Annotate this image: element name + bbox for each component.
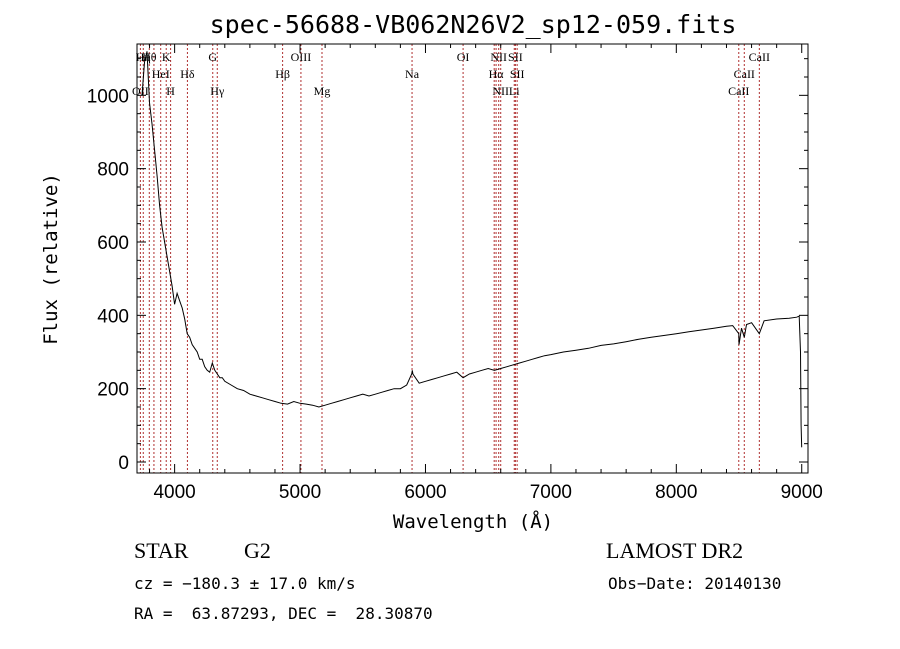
y-tick-label: 200 bbox=[97, 380, 129, 401]
observation-date: Obs−Date: 20140130 bbox=[608, 574, 782, 593]
x-axis-ticks: 4000 5000 6000 7000 8000 9000 bbox=[149, 44, 823, 503]
x-tick-label: 9000 bbox=[781, 482, 823, 503]
coordinates-readout: RA = 63.87293, DEC = 28.30870 bbox=[134, 604, 433, 623]
spectral-line-label: SII bbox=[510, 67, 525, 81]
spectral-line-label: Hδ bbox=[180, 67, 195, 81]
x-tick-label: 4000 bbox=[153, 482, 195, 503]
y-tick-label: 600 bbox=[97, 233, 129, 254]
spectral-line-label: Hα bbox=[489, 67, 505, 81]
object-class: STAR bbox=[134, 538, 189, 563]
survey-name: LAMOST DR2 bbox=[606, 538, 744, 563]
spectral-line-label: HeI bbox=[152, 67, 170, 81]
spectral-line-label: CaII bbox=[728, 84, 749, 98]
spectral-line-label: G bbox=[208, 50, 217, 64]
x-tick-label: 5000 bbox=[279, 482, 321, 503]
spectral-line-label: K bbox=[162, 50, 171, 64]
spectral-line-label: OII bbox=[132, 84, 149, 98]
y-tick-label: 800 bbox=[97, 160, 129, 181]
spectral-line-label: Mg bbox=[314, 84, 331, 98]
spectral-line-label: OIII bbox=[291, 50, 312, 64]
y-tick-label: 1000 bbox=[87, 86, 129, 107]
spectral-line-label: NII bbox=[490, 50, 507, 64]
y-tick-label: 0 bbox=[118, 453, 129, 474]
y-axis-label: Flux (relative) bbox=[40, 173, 62, 345]
redshift-readout: cz = −180.3 ± 17.0 km/s bbox=[134, 574, 356, 593]
y-tick-label: 400 bbox=[97, 306, 129, 327]
y-axis-ticks: 0 200 400 600 800 1000 bbox=[87, 58, 808, 474]
spectral-line-label: Hγ bbox=[210, 84, 225, 98]
x-tick-label: 6000 bbox=[404, 482, 446, 503]
spectrum-series-line bbox=[141, 51, 803, 448]
spectral-line-markers bbox=[139, 44, 760, 473]
spectral-line-label: SII bbox=[508, 50, 523, 64]
chart-title: spec-56688-VB062N26V2_sp12-059.fits bbox=[210, 10, 737, 39]
spectral-line-label: CaII bbox=[749, 50, 770, 64]
x-tick-label: 7000 bbox=[530, 482, 572, 503]
spectral-line-label: CaII bbox=[734, 67, 755, 81]
spectral-line-label: OI bbox=[457, 50, 470, 64]
x-axis-label: Wavelength (Å) bbox=[393, 510, 553, 533]
x-tick-label: 8000 bbox=[655, 482, 697, 503]
spectral-line-label: Hβ bbox=[275, 67, 290, 81]
spectral-line-label: Li bbox=[509, 84, 520, 98]
plot-frame bbox=[136, 43, 809, 474]
spectral-line-label: NII bbox=[492, 84, 509, 98]
object-subclass: G2 bbox=[244, 538, 271, 563]
spectral-line-label: Hθ bbox=[142, 50, 157, 64]
spectral-line-label: H bbox=[166, 84, 175, 98]
spectral-line-label: Na bbox=[405, 67, 420, 81]
